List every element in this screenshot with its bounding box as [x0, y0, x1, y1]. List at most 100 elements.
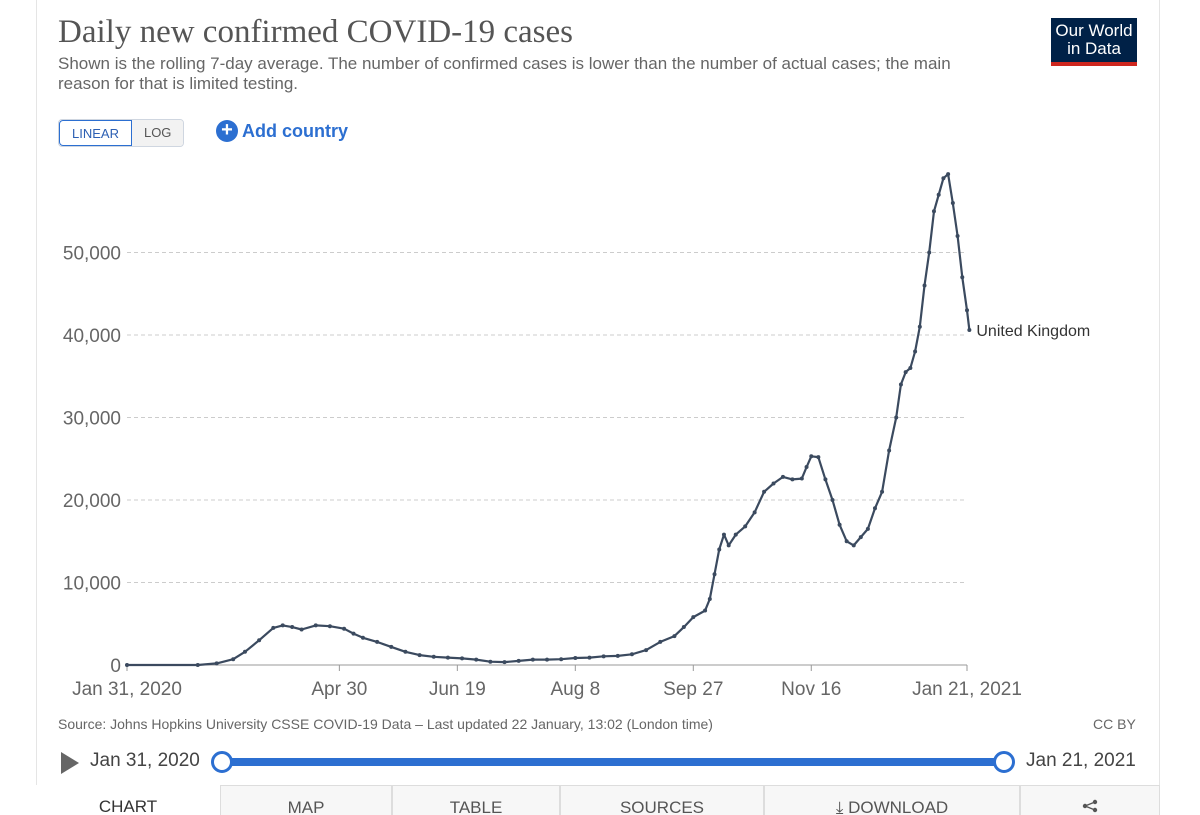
data-point: [898, 382, 903, 387]
data-point: [488, 659, 493, 664]
data-point: [271, 625, 276, 630]
data-point: [946, 172, 951, 177]
tab-download[interactable]: ⤓ DOWNLOAD: [764, 785, 1020, 815]
chart-frame: [36, 0, 1160, 815]
data-point: [960, 275, 965, 280]
line-chart: 0 10,000 20,000 30,000 40,000 50,000 Jan 31, 2…: [63, 172, 1090, 700]
data-point: [927, 250, 932, 255]
timeline: Jan 31, 2020 Jan 21, 2021: [58, 746, 1138, 780]
data-point: [573, 655, 578, 660]
data-point: [762, 489, 767, 494]
data-point: [629, 652, 634, 657]
data-point: [257, 638, 262, 643]
log-scale-button[interactable]: LOG: [131, 120, 184, 146]
data-point: [242, 649, 247, 654]
data-point: [280, 623, 285, 628]
series-line: [127, 173, 971, 667]
timeline-end-handle[interactable]: [993, 751, 1015, 773]
x-tick-label: Sep 27: [663, 679, 723, 700]
data-point: [752, 510, 757, 515]
linear-scale-button[interactable]: LINEAR: [59, 120, 132, 146]
data-point: [908, 366, 913, 370]
data-point: [721, 532, 726, 537]
data-point: [460, 656, 465, 661]
data-point: [516, 658, 521, 663]
data-point: [717, 547, 722, 552]
data-point: [375, 639, 380, 644]
data-point: [313, 623, 318, 628]
x-tick-label: Jan 31, 2020: [72, 679, 182, 700]
source-note: Source: Johns Hopkins University CSSE CO…: [58, 716, 713, 732]
data-point: [780, 474, 785, 479]
data-point: [837, 522, 842, 527]
tab-map[interactable]: MAP: [220, 785, 392, 815]
data-point: [823, 477, 828, 482]
series-end-label: United Kingdom: [976, 323, 1090, 340]
scale-toggle: LINEAR LOG: [58, 119, 185, 147]
tab-table[interactable]: TABLE: [392, 785, 560, 815]
data-point: [474, 657, 479, 662]
data-point: [858, 535, 863, 540]
data-point: [360, 635, 365, 640]
timeline-end-label: Jan 21, 2021: [1026, 750, 1136, 771]
tab-sources[interactable]: SOURCES: [560, 785, 764, 815]
timeline-start-label: Jan 31, 2020: [90, 750, 200, 771]
data-point: [125, 663, 129, 667]
share-icon: [1082, 799, 1098, 813]
data-point: [707, 597, 712, 601]
data-point: [672, 634, 677, 639]
data-point: [342, 626, 347, 631]
data-point: [809, 454, 814, 459]
data-point: [967, 328, 972, 333]
data-point: [965, 308, 969, 313]
x-tick-label: Nov 16: [781, 679, 841, 700]
timeline-start-handle[interactable]: [211, 751, 233, 773]
data-point: [830, 498, 835, 502]
timeline-track[interactable]: [222, 758, 1004, 766]
y-tick-label: 50,000: [63, 244, 121, 265]
tab-chart[interactable]: CHART: [36, 785, 220, 815]
data-point: [290, 625, 295, 630]
y-tick-label: 10,000: [63, 574, 121, 595]
add-country-label: Add country: [242, 120, 348, 141]
chart-subtitle: Shown is the rolling 7-day average. The …: [58, 54, 951, 93]
data-point: [327, 624, 332, 629]
x-tick-label: Apr 30: [311, 679, 367, 700]
data-point: [887, 448, 892, 453]
license-link[interactable]: CC BY: [1093, 716, 1136, 732]
data-point: [601, 654, 606, 659]
data-point: [195, 663, 200, 667]
x-tick-label: Jan 21, 2021: [912, 679, 1022, 700]
y-tick-label: 40,000: [63, 326, 121, 347]
data-point: [931, 209, 936, 214]
data-point: [799, 476, 804, 481]
data-point: [299, 627, 304, 632]
data-point: [880, 489, 885, 494]
play-icon[interactable]: [61, 752, 79, 774]
data-point: [658, 639, 663, 644]
data-point: [872, 506, 877, 511]
tab-share[interactable]: [1020, 785, 1160, 815]
data-point: [214, 661, 219, 666]
data-point: [936, 192, 941, 197]
data-point: [790, 477, 795, 482]
y-tick-label: 30,000: [63, 409, 121, 430]
download-icon: ⤓: [835, 798, 849, 815]
data-point: [559, 657, 564, 662]
owid-logo[interactable]: Our World in Data: [1051, 18, 1137, 66]
data-point: [726, 543, 731, 548]
data-point: [644, 648, 649, 653]
data-point: [851, 543, 856, 548]
data-point: [950, 201, 955, 205]
plus-circle-icon: +: [216, 120, 238, 142]
data-point: [545, 657, 549, 662]
tab-bar: CHART MAP TABLE SOURCES ⤓ DOWNLOAD: [36, 785, 1160, 815]
data-point: [771, 481, 776, 486]
add-country-button[interactable]: + Add country: [216, 120, 348, 142]
data-point: [403, 649, 408, 654]
data-point: [894, 415, 899, 420]
data-point: [955, 234, 960, 238]
data-point: [743, 524, 748, 529]
x-tick-label: Jun 19: [429, 679, 486, 700]
chart-title: Daily new confirmed COVID-19 cases: [58, 14, 574, 50]
